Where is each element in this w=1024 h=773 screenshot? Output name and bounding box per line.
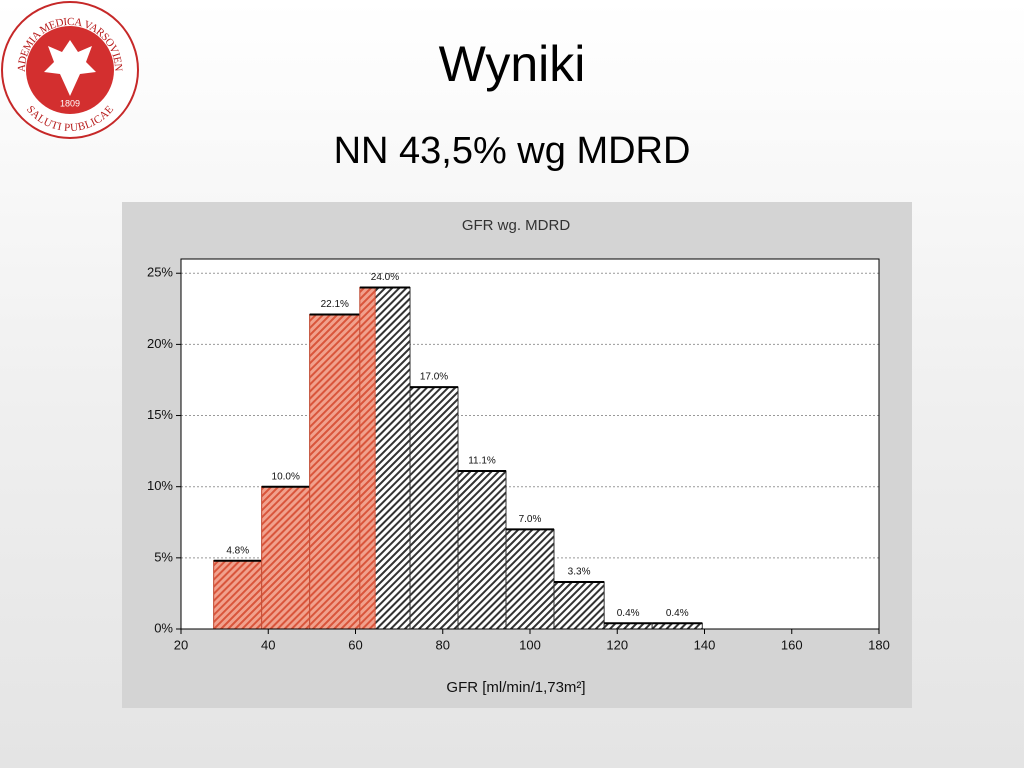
x-tick-label: 180 — [868, 637, 890, 652]
bar-highlight — [213, 560, 263, 630]
y-tick-label: 10% — [147, 478, 173, 493]
y-tick-label: 20% — [147, 336, 173, 351]
x-tick-label: 160 — [781, 637, 803, 652]
slide-subtitle: NN 43,5% wg MDRD — [334, 130, 691, 172]
bar-highlight — [261, 486, 311, 630]
x-tick-label: 20 — [174, 637, 188, 652]
plot-frame — [180, 258, 880, 630]
chart-title: GFR wg. MDRD — [462, 217, 571, 234]
y-tick-label: 5% — [154, 549, 173, 564]
value-label: 0.4% — [617, 608, 640, 619]
bar — [457, 470, 507, 630]
value-label: 0.4% — [666, 608, 689, 619]
y-tick-label: 15% — [147, 407, 173, 422]
x-tick-label: 140 — [694, 637, 716, 652]
bar — [409, 386, 459, 630]
logo: ACADEMIA MEDICA VARSOVIENSIS SALUTI PUBL… — [0, 0, 139, 139]
x-tick-label: 100 — [519, 637, 541, 652]
value-label: 10.0% — [272, 471, 300, 482]
value-label: 22.1% — [321, 299, 349, 310]
logo-eagle — [44, 40, 96, 96]
logo-year: 1809 — [60, 98, 80, 108]
value-label: 24.0% — [371, 272, 399, 283]
value-label: 4.8% — [226, 545, 249, 556]
slide-title: Wyniki — [439, 36, 586, 92]
x-axis-label: GFR [ml/min/1,73m²] — [446, 679, 585, 696]
value-label: 3.3% — [568, 567, 591, 578]
bar-highlight — [309, 314, 361, 630]
x-tick-label: 40 — [261, 637, 275, 652]
bar-highlight — [359, 286, 376, 630]
bar — [553, 581, 605, 630]
x-tick-label: 120 — [606, 637, 628, 652]
x-tick-label: 80 — [436, 637, 450, 652]
y-tick-label: 25% — [147, 265, 173, 280]
value-label: 17.0% — [420, 372, 448, 383]
bar — [505, 528, 555, 630]
value-label: 7.0% — [519, 514, 542, 525]
value-label: 11.1% — [468, 456, 496, 467]
y-tick-label: 0% — [154, 620, 173, 635]
x-tick-label: 60 — [348, 637, 362, 652]
